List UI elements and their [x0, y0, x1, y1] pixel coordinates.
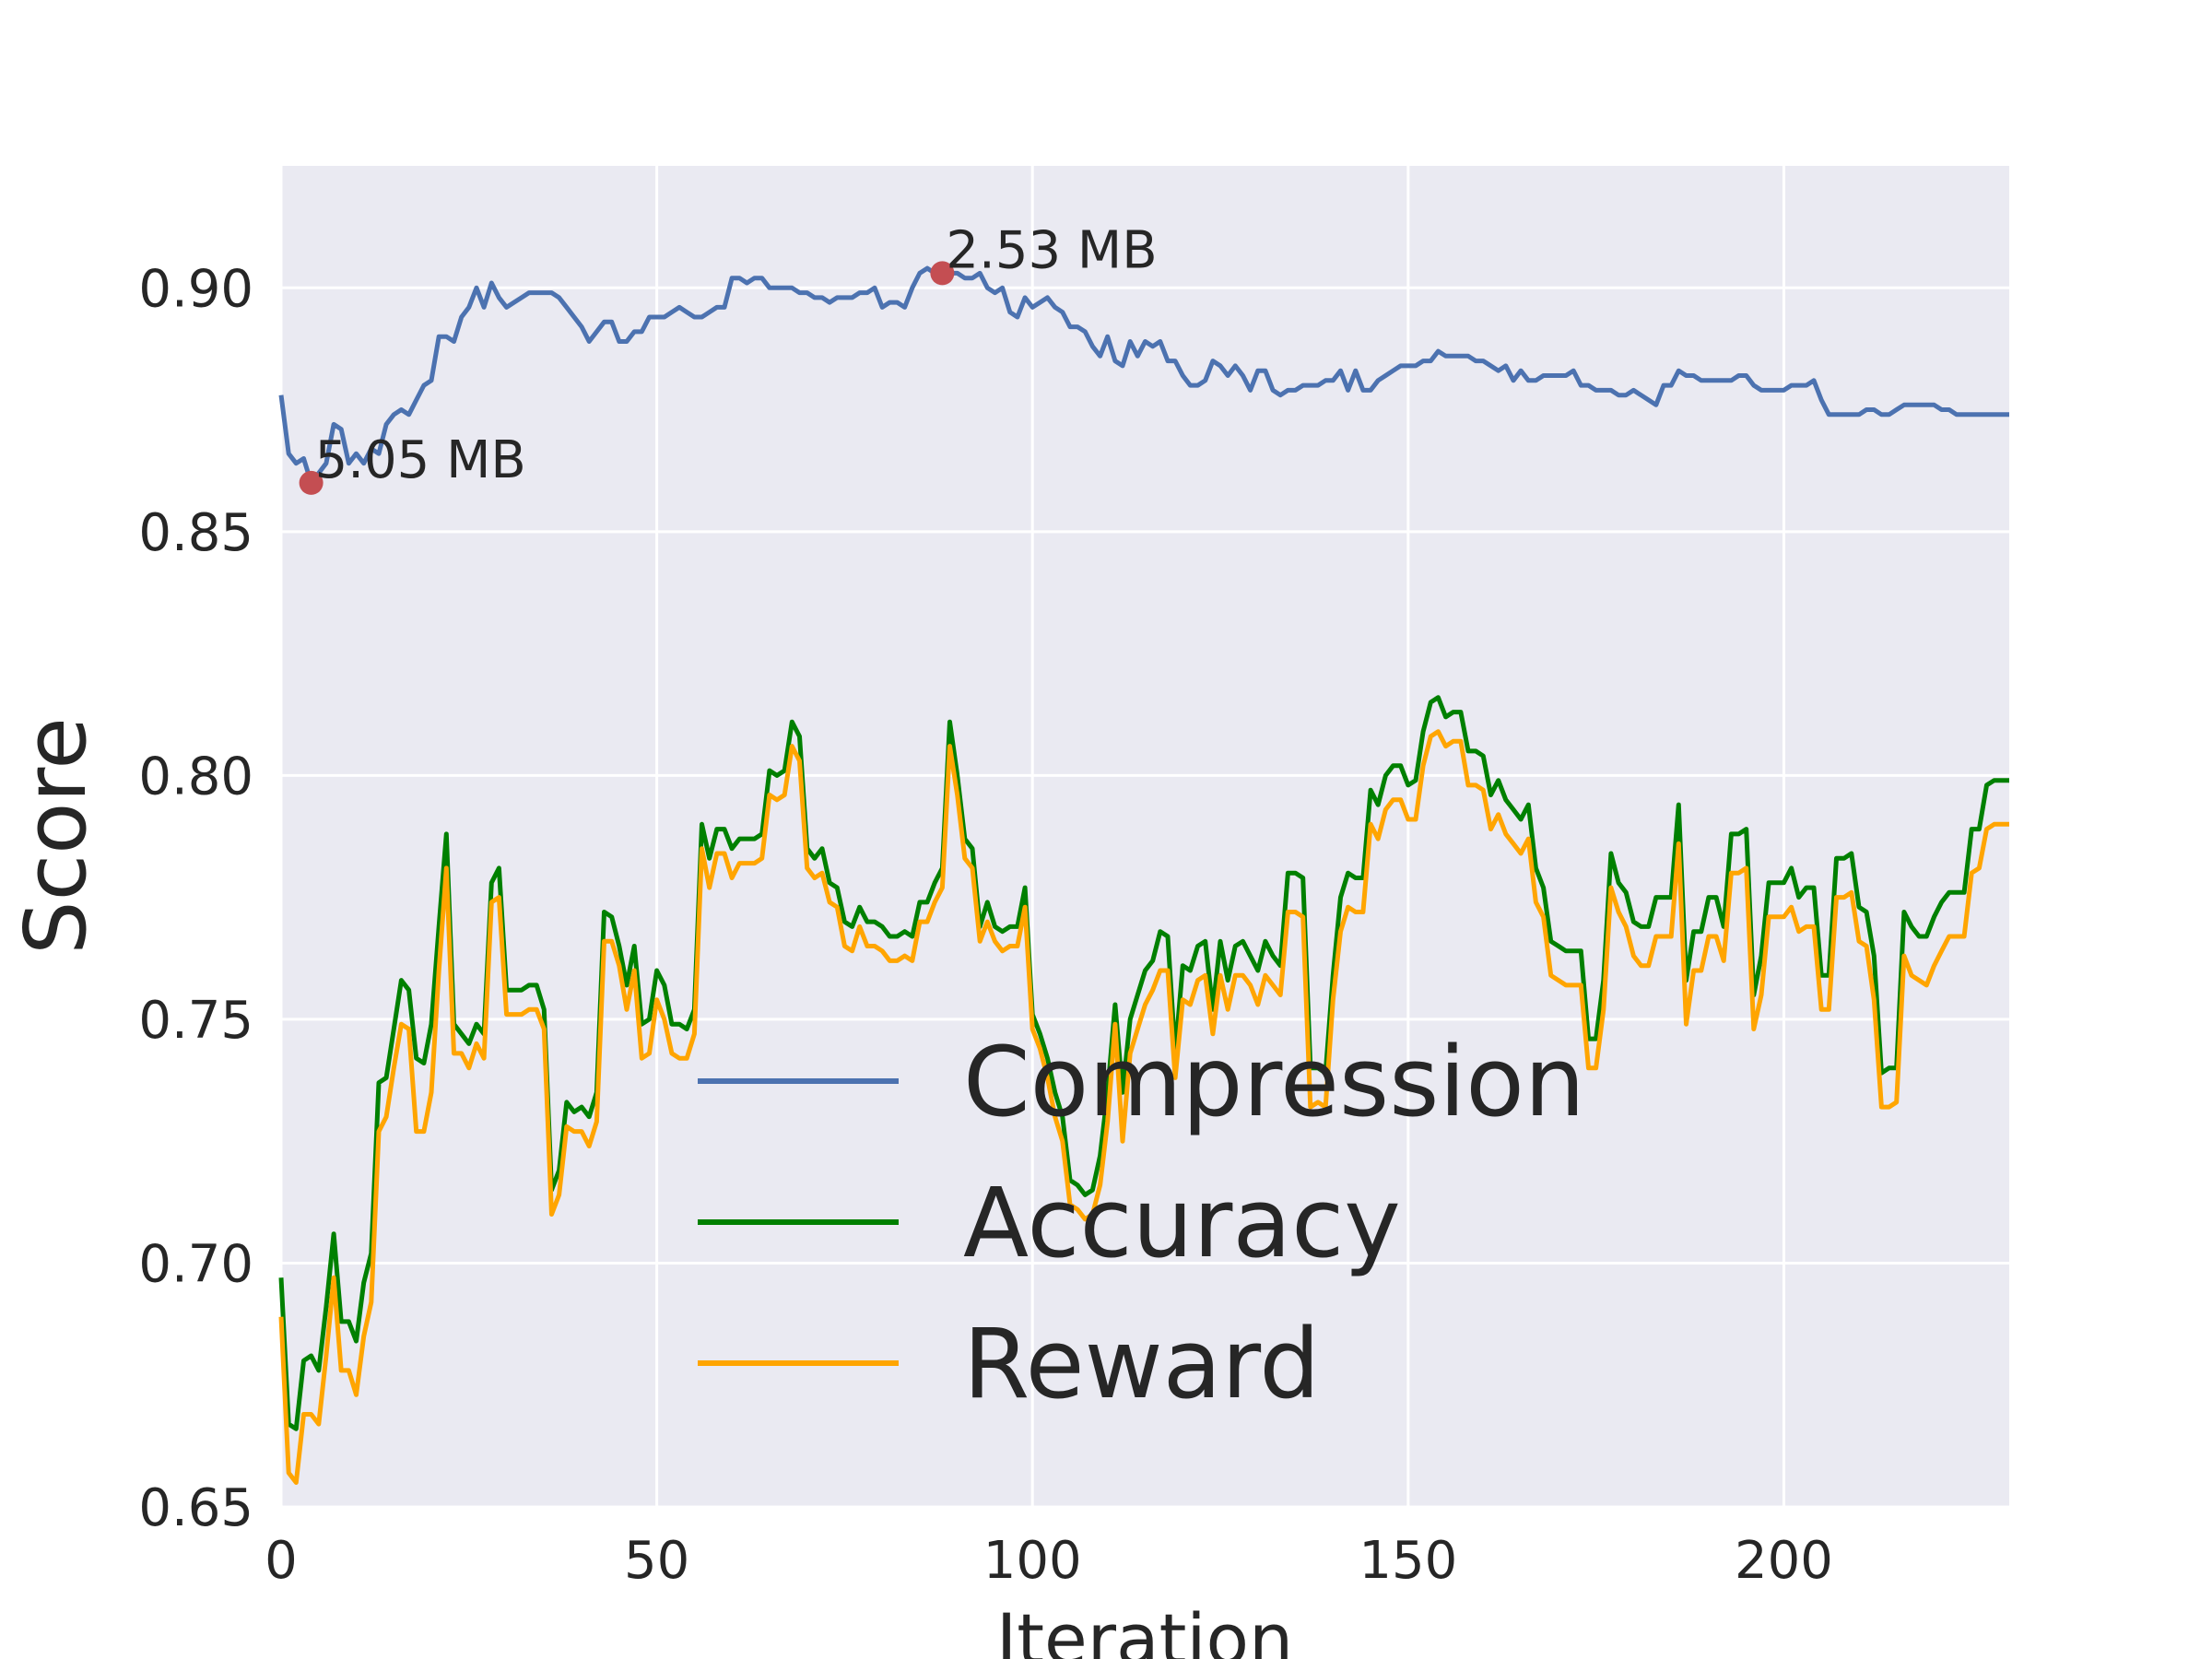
x-tick-labels: 0 50 100 150 200: [265, 1531, 1833, 1591]
y-tick-label: 0.90: [138, 259, 253, 319]
annotation-label: 5.05 MB: [315, 430, 526, 490]
legend-label: Reward: [963, 1308, 1320, 1420]
series-layer: [278, 265, 2009, 1485]
y-tick-label: 0.85: [138, 503, 253, 563]
series-line-compression: [278, 265, 2009, 486]
y-tick-label: 0.70: [138, 1234, 253, 1294]
x-tick-label: 200: [1735, 1531, 1833, 1591]
y-tick-label: 0.75: [138, 991, 253, 1051]
annotation-marker: [299, 470, 324, 495]
legend: Compression Accuracy Reward: [698, 1026, 1585, 1420]
series-line-reward: [278, 729, 2009, 1485]
annotation-label: 2.53 MB: [946, 220, 1157, 280]
x-tick-label: 150: [1359, 1531, 1457, 1591]
x-tick-label: 0: [265, 1531, 298, 1591]
legend-label: Accuracy: [963, 1167, 1401, 1279]
plot-background: [281, 166, 2009, 1507]
grid-lines: [279, 166, 2009, 1509]
x-axis-label: Iteration: [996, 1598, 1293, 1659]
y-tick-label: 0.65: [138, 1478, 253, 1538]
series-line-accuracy: [278, 695, 2009, 1431]
x-tick-label: 50: [624, 1531, 689, 1591]
y-tick-labels: 0.65 0.70 0.75 0.80 0.85 0.90: [138, 259, 253, 1538]
annotation-layer: 5.05 MB 2.53 MB: [299, 220, 1158, 495]
y-tick-label: 0.80: [138, 747, 253, 806]
legend-label: Compression: [963, 1026, 1585, 1138]
x-tick-label: 100: [983, 1531, 1082, 1591]
y-axis-label: Score: [6, 717, 105, 955]
annotation-marker: [930, 261, 955, 286]
